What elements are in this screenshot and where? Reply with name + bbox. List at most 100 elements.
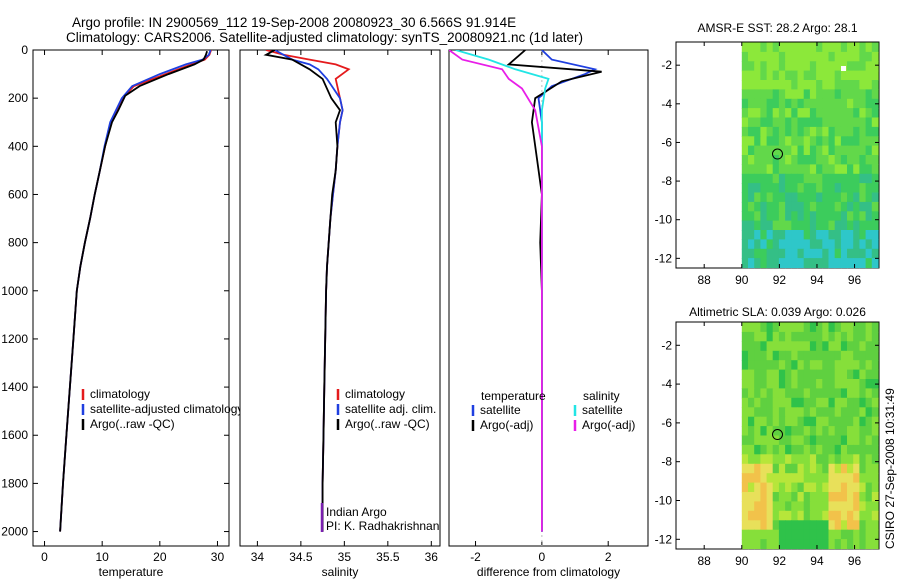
map-cell <box>847 183 854 194</box>
map-cell <box>760 426 768 437</box>
map-cell <box>859 80 867 90</box>
map-cell <box>847 529 854 540</box>
map-cell <box>816 145 823 156</box>
map-cell <box>834 192 842 203</box>
map-cell <box>847 108 854 119</box>
map-cell <box>865 183 873 194</box>
map-cell <box>754 444 761 455</box>
map-cell <box>865 61 873 72</box>
map-cell <box>809 322 817 333</box>
map-cell <box>754 492 761 502</box>
map-cell <box>828 98 836 109</box>
map-cell <box>853 230 860 240</box>
map-cell <box>785 42 792 53</box>
map-cell <box>803 108 811 119</box>
map-cell <box>809 407 817 418</box>
map-cell <box>791 98 799 109</box>
map-cell <box>741 248 749 259</box>
map-cell <box>822 192 830 203</box>
map-cell <box>840 239 848 250</box>
map-cell <box>760 331 768 342</box>
map-cell <box>822 426 830 437</box>
map-cell <box>816 473 823 484</box>
map-cell <box>822 407 830 418</box>
map-cell <box>809 379 817 389</box>
map-cell <box>840 211 848 222</box>
map-cell <box>840 248 848 259</box>
map-cell <box>741 230 749 240</box>
map-cell <box>748 192 755 203</box>
map-cell <box>791 70 799 81</box>
x-tick-label: 92 <box>773 554 787 568</box>
map-cell <box>797 230 805 240</box>
map-cell <box>785 145 792 156</box>
map-cell <box>785 117 792 128</box>
map-cell <box>760 155 768 165</box>
map-cell <box>809 258 817 269</box>
map-cell <box>772 416 780 427</box>
y-tick-label: -8 <box>661 455 672 469</box>
map-cell <box>816 51 823 62</box>
map-cell <box>791 529 799 540</box>
map-cell <box>766 492 774 502</box>
map-cell <box>828 248 836 259</box>
map-cell <box>797 108 805 119</box>
map-cell <box>822 510 830 521</box>
map-cell <box>778 416 786 427</box>
map-cell <box>865 463 873 474</box>
map-cell <box>741 108 749 119</box>
map-cell <box>853 360 860 371</box>
map-cell <box>871 126 879 137</box>
map-cell <box>822 80 830 90</box>
map-cell <box>840 407 848 418</box>
map-cell <box>859 192 867 203</box>
map-cell <box>791 510 799 521</box>
map-cell <box>803 183 811 194</box>
map-cell <box>847 220 854 231</box>
map-cell <box>772 201 780 212</box>
map-cell <box>847 379 854 389</box>
map-cell <box>816 239 823 250</box>
map-cell <box>847 444 854 455</box>
y-tick-label: -2 <box>661 338 672 352</box>
map-cell <box>760 201 768 212</box>
map-cell <box>772 80 780 90</box>
map-cell <box>865 51 873 62</box>
map-cell <box>840 341 848 352</box>
map-cell <box>871 492 879 502</box>
map-cell <box>847 98 854 109</box>
map-cell <box>797 239 805 250</box>
map-cell <box>853 155 860 165</box>
map-cell <box>741 89 749 100</box>
map-cell <box>853 379 860 389</box>
map-cell <box>809 416 817 427</box>
map-cell <box>822 341 830 352</box>
map-cell <box>785 322 792 333</box>
map-cell <box>741 126 749 137</box>
map-cell <box>816 444 823 455</box>
map-cell <box>871 473 879 484</box>
map-cell <box>797 211 805 222</box>
map-cell <box>785 407 792 418</box>
map-cell <box>859 155 867 165</box>
map-cell <box>865 454 873 465</box>
map-cell <box>871 510 879 521</box>
map-cell <box>816 369 823 380</box>
map-cell <box>859 350 867 361</box>
map-cell <box>816 201 823 212</box>
map-cell <box>766 98 774 109</box>
map-cell <box>840 136 848 147</box>
map-cell <box>822 183 830 194</box>
map-cell <box>859 117 867 128</box>
map-cell <box>834 89 842 100</box>
map-cell <box>822 164 830 175</box>
map-cell <box>741 98 749 109</box>
map-cell <box>778 201 786 212</box>
map-cell <box>785 192 792 203</box>
map-cell <box>840 454 848 465</box>
map-cell <box>778 117 786 128</box>
map-cell <box>828 145 836 156</box>
map-cell <box>785 51 792 62</box>
map-cell <box>785 126 792 137</box>
map-cell <box>803 80 811 90</box>
